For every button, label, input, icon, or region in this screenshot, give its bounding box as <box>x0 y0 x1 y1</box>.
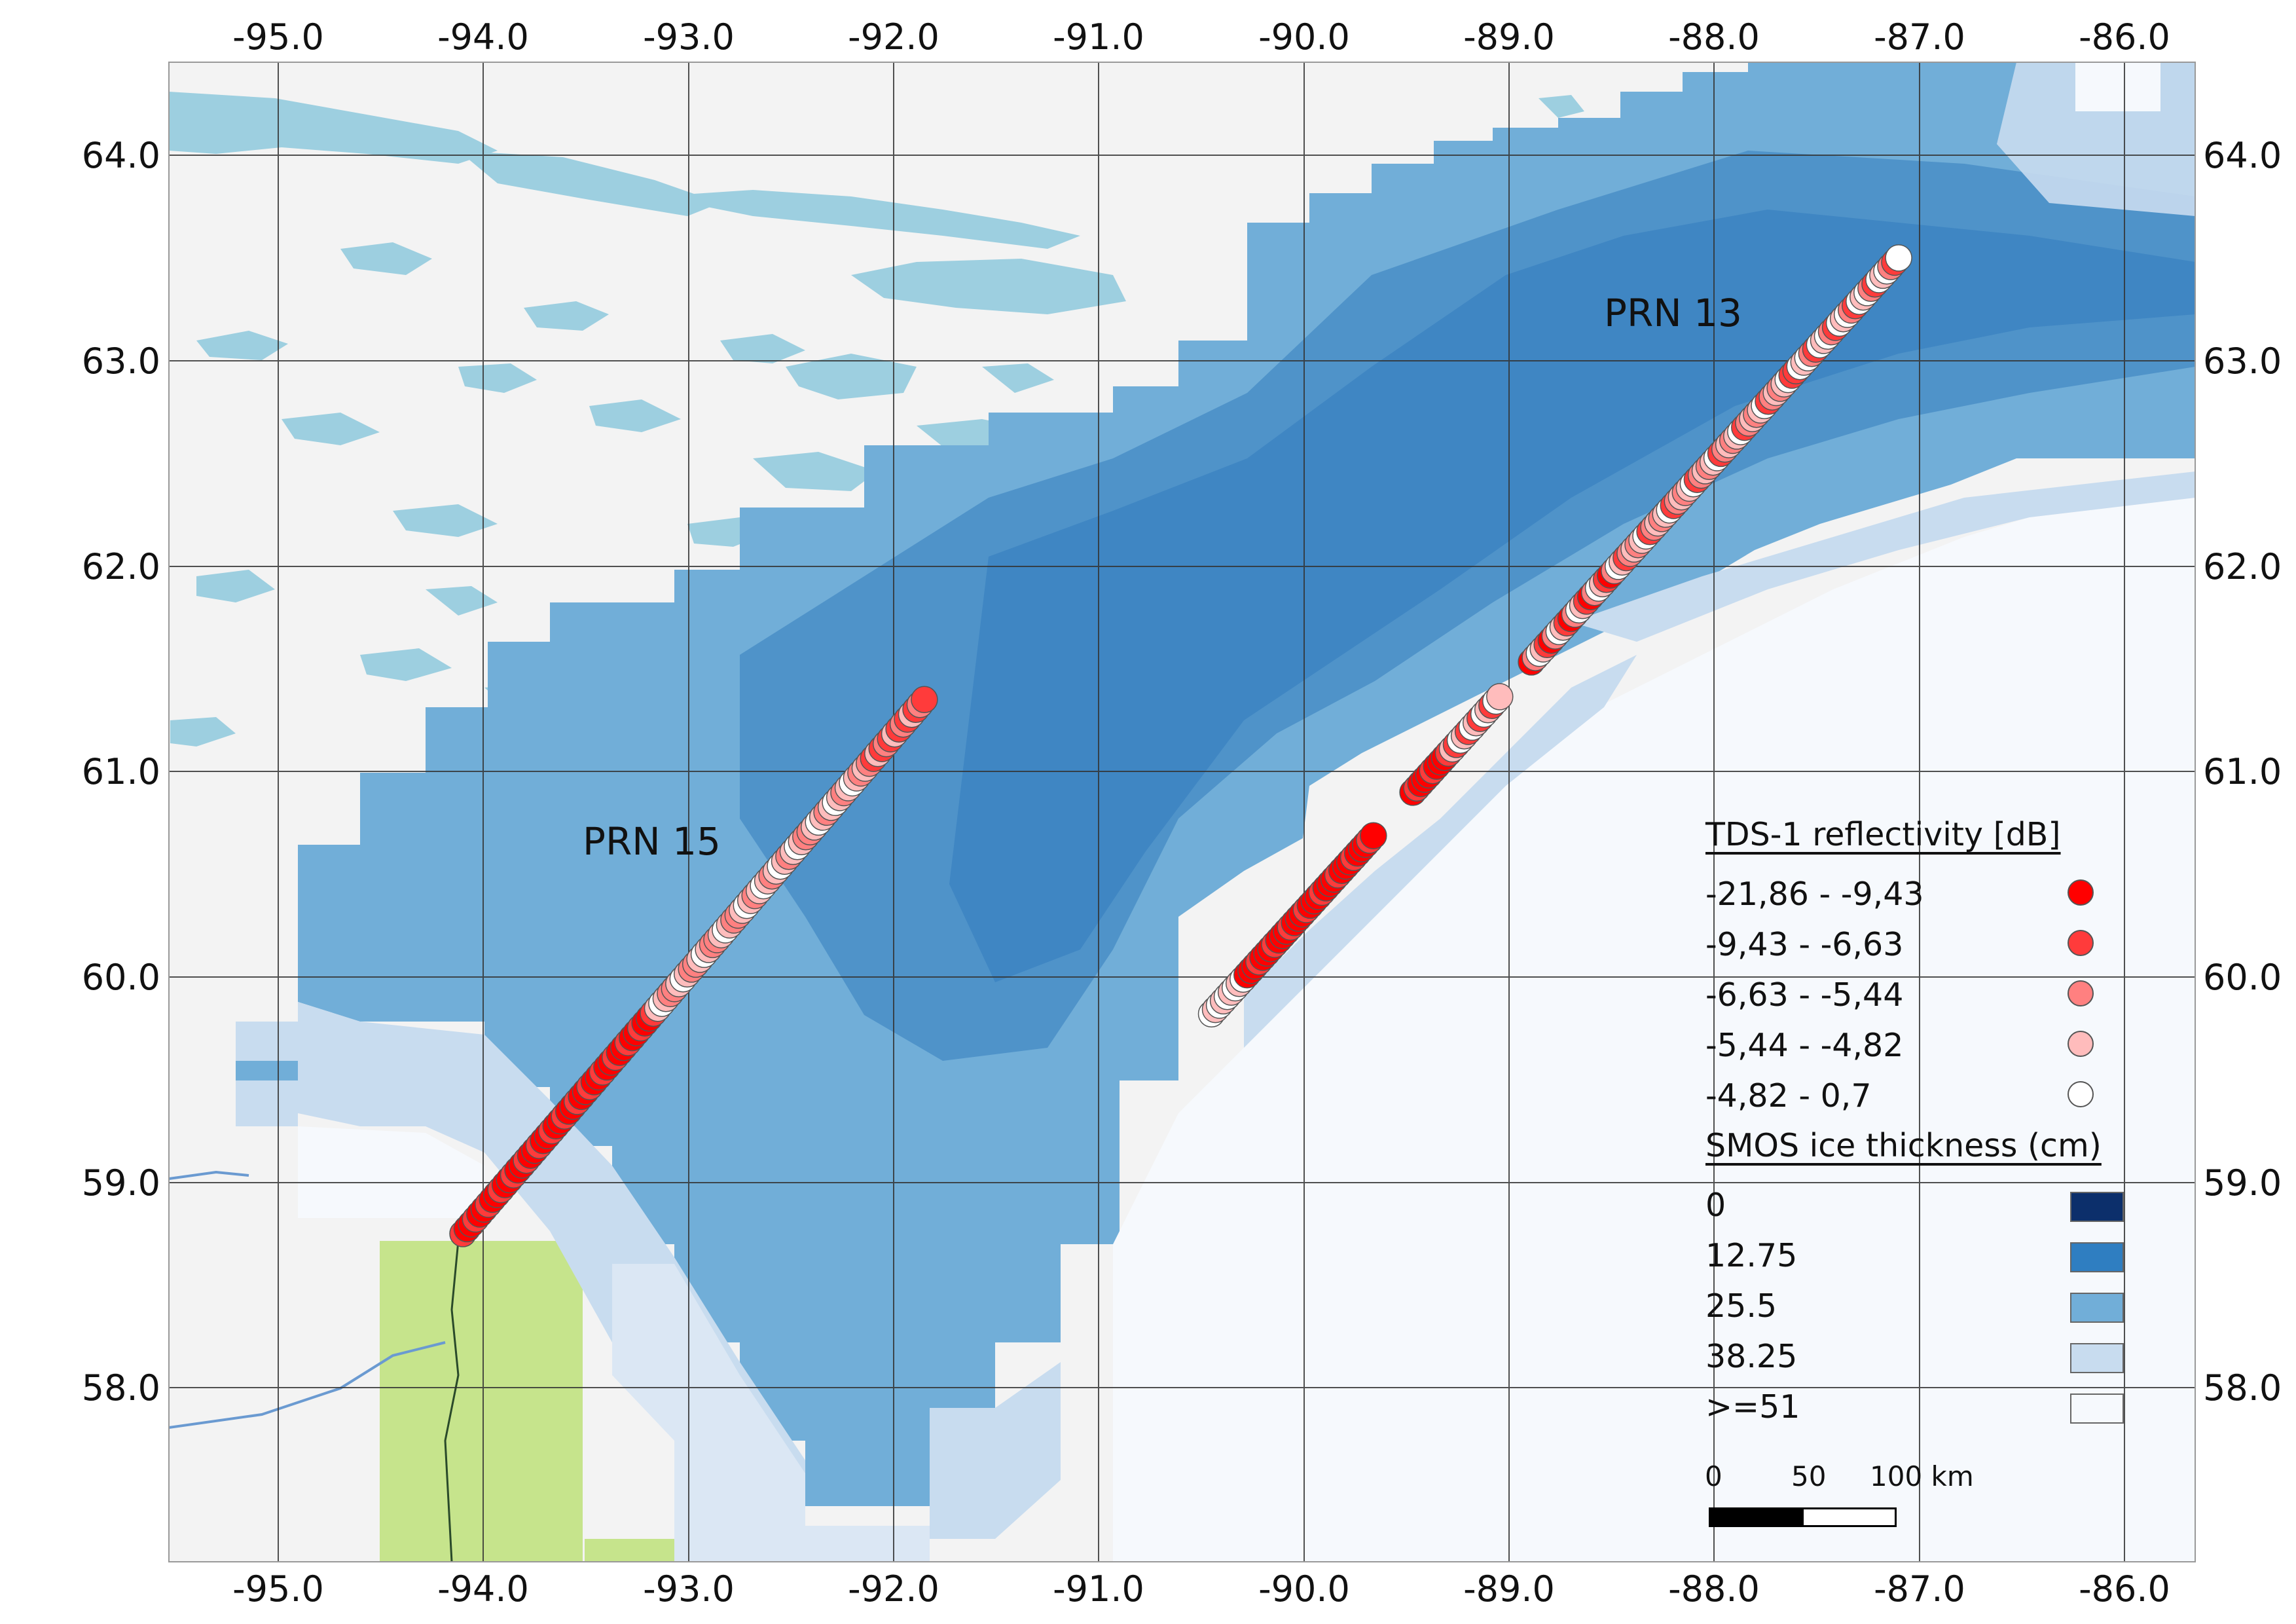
lon-tick-bottom: -93.0 <box>643 1568 735 1610</box>
reflectivity-class-row: -21,86 - -9,43 <box>1705 869 2177 919</box>
lat-tick-left: 60.0 <box>82 957 160 998</box>
reflectivity-class-row: -5,44 - -4,82 <box>1705 1020 2177 1071</box>
ice-class-swatch <box>2070 1242 2124 1272</box>
lon-tick-top: -91.0 <box>1053 16 1144 58</box>
lat-tick-right: 61.0 <box>2203 751 2282 792</box>
lat-tick-right: 64.0 <box>2203 135 2282 176</box>
lat-tick-right: 63.0 <box>2203 341 2282 382</box>
ice-class-swatch <box>2070 1192 2124 1222</box>
ice-class-label: >=51 <box>1705 1388 1800 1426</box>
lon-tick-bottom: -91.0 <box>1053 1568 1144 1610</box>
ice-class-row: 38.25 <box>1705 1331 2177 1382</box>
lon-ticks-bottom: -95.0 -94.0 -93.0 -92.0 -91.0 -90.0 -89.… <box>232 1568 2170 1610</box>
lon-tick-top: -89.0 <box>1463 16 1555 58</box>
lon-tick-top: -92.0 <box>848 16 939 58</box>
scale-bar-label: 100 km <box>1870 1460 1974 1492</box>
ice-class-row: 25.5 <box>1705 1281 2177 1331</box>
lat-ticks-right: 64.0 63.0 62.0 61.0 60.0 59.0 58.0 <box>2203 135 2282 1409</box>
ice-class-swatch <box>2070 1293 2124 1323</box>
ice-legend-title: SMOS ice thickness (cm) <box>1705 1127 2102 1164</box>
reflectivity-point <box>911 686 938 714</box>
lat-tick-right: 60.0 <box>2203 957 2282 998</box>
reflectivity-class-label: -21,86 - -9,43 <box>1705 876 1924 913</box>
lon-tick-top: -93.0 <box>643 16 735 58</box>
map-border <box>168 62 2196 1562</box>
lat-tick-left: 62.0 <box>82 546 160 587</box>
scale-bar-segment-white <box>1802 1507 1897 1527</box>
ice-class-label: 38.25 <box>1705 1338 1798 1375</box>
reflectivity-point <box>1360 822 1387 849</box>
lat-tick-left: 61.0 <box>82 751 160 792</box>
lat-tick-left: 58.0 <box>82 1367 160 1409</box>
lat-tick-right: 58.0 <box>2203 1367 2282 1409</box>
reflectivity-class-label: -6,63 - -5,44 <box>1705 976 1904 1014</box>
scale-bar-label: 50 <box>1791 1460 1827 1492</box>
prn15-track <box>449 686 938 1247</box>
lon-tick-bottom: -90.0 <box>1258 1568 1350 1610</box>
ice-class-row: >=51 <box>1705 1382 2177 1432</box>
lon-tick-bottom: -88.0 <box>1668 1568 1760 1610</box>
legend: TDS-1 reflectivity [dB] -21,86 - -9,43 -… <box>1705 815 2177 1432</box>
ice-class-label: 12.75 <box>1705 1237 1798 1274</box>
lon-tick-top: -88.0 <box>1668 16 1760 58</box>
ice-class-row: 12.75 <box>1705 1230 2177 1281</box>
lon-tick-top: -86.0 <box>2079 16 2170 58</box>
ice-class-row: 0 <box>1705 1180 2177 1230</box>
lat-tick-right: 62.0 <box>2203 546 2282 587</box>
lon-tick-bottom: -89.0 <box>1463 1568 1555 1610</box>
lat-tick-right: 59.0 <box>2203 1162 2282 1204</box>
lon-tick-top: -90.0 <box>1258 16 1350 58</box>
reflectivity-class-dot <box>2068 980 2094 1006</box>
lon-tick-bottom: -87.0 <box>1874 1568 1965 1610</box>
lon-tick-top: -87.0 <box>1874 16 1965 58</box>
reflectivity-class-dot <box>2068 930 2094 956</box>
scale-bar-label: 0 <box>1705 1460 1722 1492</box>
reflectivity-class-label: -4,82 - 0,7 <box>1705 1077 1872 1115</box>
lat-tick-left: 59.0 <box>82 1162 160 1204</box>
lon-ticks-top: -95.0 -94.0 -93.0 -92.0 -91.0 -90.0 -89.… <box>232 16 2170 58</box>
graticule <box>169 62 2195 1562</box>
lon-tick-bottom: -94.0 <box>437 1568 529 1610</box>
reflectivity-point <box>1885 244 1912 272</box>
reflectivity-class-dot <box>2068 879 2094 906</box>
scale-bar-segment-black <box>1709 1507 1804 1527</box>
ice-class-swatch <box>2070 1393 2124 1424</box>
ice-class-label: 25.5 <box>1705 1287 1777 1325</box>
lon-tick-top: -94.0 <box>437 16 529 58</box>
reflectivity-point <box>1486 683 1514 710</box>
reflectivity-class-dot <box>2068 1081 2094 1107</box>
lat-ticks-left: 64.0 63.0 62.0 61.0 60.0 59.0 58.0 <box>82 135 160 1409</box>
ice-thickness-layer <box>236 62 2195 1562</box>
prn13-track <box>1197 244 1912 1028</box>
reflectivity-class-row: -4,82 - 0,7 <box>1705 1071 2177 1121</box>
lon-tick-bottom: -92.0 <box>848 1568 939 1610</box>
reflectivity-class-label: -9,43 - -6,63 <box>1705 926 1904 963</box>
prn13-label: PRN 13 <box>1604 291 1742 335</box>
reflectivity-class-row: -9,43 - -6,63 <box>1705 919 2177 970</box>
ice-class-label: 0 <box>1705 1187 1726 1224</box>
reflectivity-legend-title: TDS-1 reflectivity [dB] <box>1705 816 2061 853</box>
lakes-layer <box>169 92 2134 747</box>
reflectivity-class-row: -6,63 - -5,44 <box>1705 970 2177 1020</box>
lat-tick-left: 63.0 <box>82 341 160 382</box>
lon-tick-bottom: -95.0 <box>232 1568 324 1610</box>
ice-class-swatch <box>2070 1343 2124 1373</box>
reflectivity-class-label: -5,44 - -4,82 <box>1705 1027 1904 1064</box>
reflectivity-class-dot <box>2068 1031 2094 1057</box>
prn15-label: PRN 15 <box>583 819 721 864</box>
lat-tick-left: 64.0 <box>82 135 160 176</box>
lon-tick-top: -95.0 <box>232 16 324 58</box>
lon-tick-bottom: -86.0 <box>2079 1568 2170 1610</box>
